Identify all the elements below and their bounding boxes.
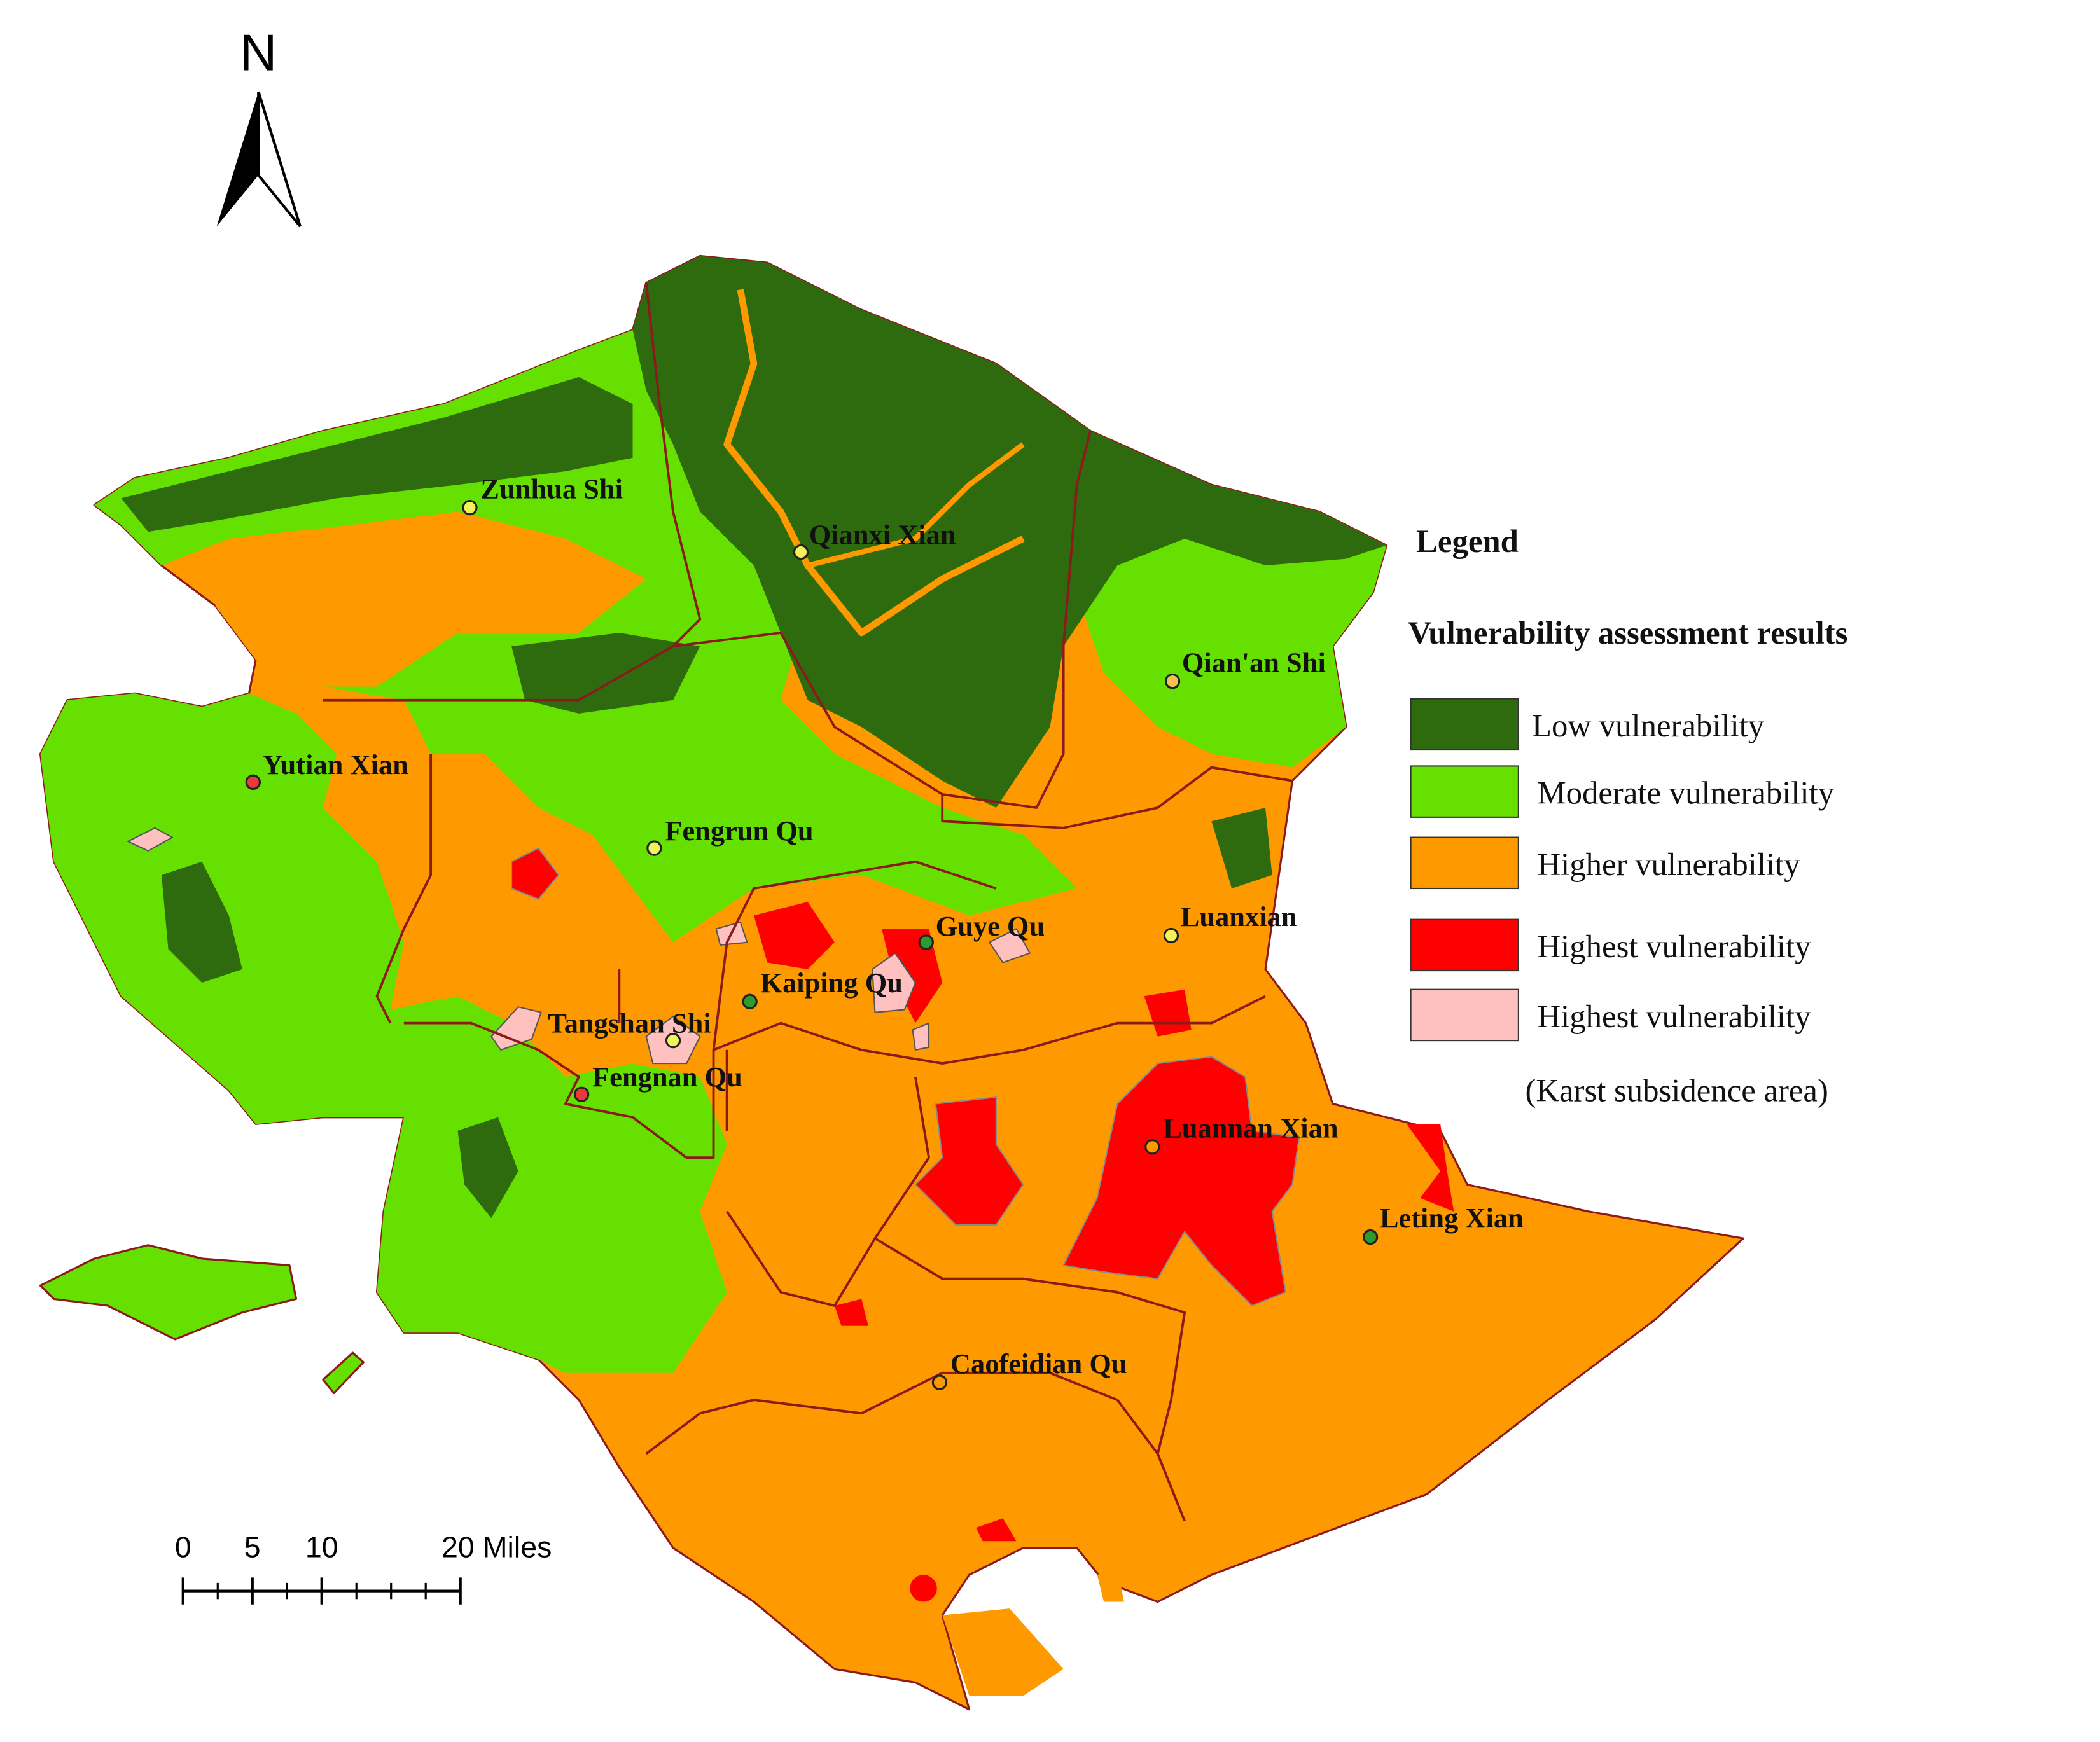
region-highest [910, 1575, 937, 1602]
scale-label: 0 [175, 1531, 191, 1564]
legend-label: Highest vulnerability [1538, 999, 1812, 1034]
place-marker [665, 1032, 681, 1049]
legend-label: Highest vulnerability [1538, 929, 1812, 964]
place-label: Qian'an Shi [1182, 646, 1326, 678]
place-label: Luannan Xian [1163, 1112, 1339, 1144]
region-highest [1407, 1124, 1454, 1212]
place-marker [1144, 1139, 1160, 1155]
legend-swatch [1410, 765, 1519, 818]
place-label: Fengnan Qu [592, 1061, 742, 1093]
place-marker [793, 544, 809, 560]
scale-minor-ticks [216, 1582, 427, 1600]
region-karst [490, 1006, 542, 1051]
scale-bar: 0 5 10 20 Miles [175, 1531, 552, 1605]
legend-label: Moderate vulnerability [1538, 775, 1835, 811]
legend-subtitle: Vulnerability assessment results [1408, 615, 1847, 651]
legend: Legend Vulnerability assessment results Lo… [1408, 523, 1847, 1108]
place-label: Tangshan Shi [548, 1007, 711, 1039]
place-marker [918, 934, 934, 950]
legend-title: Legend [1416, 523, 1519, 559]
region-karst [127, 827, 173, 852]
place-marker [742, 993, 758, 1009]
region-karst [989, 928, 1031, 964]
place-label: Fengrun Qu [665, 815, 813, 847]
legend-swatch [1410, 698, 1519, 751]
scale-label: 5 [244, 1531, 261, 1564]
region-higher [215, 511, 646, 687]
place-marker [573, 1086, 590, 1102]
region-low [1211, 808, 1272, 889]
place-marker [646, 840, 662, 856]
map-regions [39, 254, 1744, 1711]
place-label: Kaiping Qu [761, 967, 903, 999]
arrow-right [257, 91, 302, 228]
place-marker [1362, 1229, 1379, 1245]
north-arrow: N [216, 24, 302, 228]
place-marker [1163, 927, 1179, 944]
place-label: Guye Qu [936, 910, 1045, 942]
region-low [511, 632, 700, 714]
region-low [632, 256, 1387, 808]
place-label: Leting Xian [1380, 1202, 1524, 1234]
region-highest [511, 847, 560, 900]
place-label: Luanxian [1181, 901, 1297, 932]
north-label: N [240, 24, 277, 81]
island [1097, 1568, 1124, 1602]
region-karst [872, 952, 916, 1013]
region-highest [1062, 1056, 1300, 1307]
region-highest [976, 1518, 1017, 1542]
region-low [457, 1117, 518, 1219]
place-marker [245, 774, 261, 791]
river [723, 289, 1025, 637]
scale-label: 10 [305, 1531, 338, 1564]
legend-note: (Karst subsidence area) [1525, 1072, 1828, 1108]
legend-label: Higher vulnerability [1538, 847, 1801, 882]
scale-label: 20 Miles [442, 1531, 552, 1564]
island [39, 1244, 298, 1341]
region-highest [881, 929, 943, 1023]
place-marker [931, 1374, 948, 1390]
legend-swatch [1410, 836, 1519, 890]
legend-swatch [1410, 988, 1519, 1042]
region-karst [912, 1022, 930, 1051]
place-label: Caofeidian Qu [950, 1348, 1127, 1379]
place-label: Yutian Xian [263, 749, 408, 780]
region-low [121, 377, 633, 532]
region-highest [834, 1299, 868, 1326]
river [807, 442, 1025, 569]
region-low [161, 861, 242, 983]
place-labels: Zunhua Shi Qianxi Xian Qian'an Shi Yutian X… [245, 473, 1524, 1390]
legend-label: Low vulnerability [1532, 708, 1765, 743]
island [942, 1608, 1064, 1696]
place-label: Zunhua Shi [480, 473, 623, 504]
place-marker [462, 500, 478, 516]
district-boundary [323, 282, 1293, 1522]
region-highest [753, 902, 835, 969]
region-moderate [40, 693, 727, 1373]
region-highest [1144, 989, 1192, 1037]
legend-swatch [1410, 918, 1519, 972]
region-highest [914, 1096, 1024, 1226]
arrow-left [216, 92, 259, 226]
place-marker [1164, 673, 1181, 689]
island [322, 1351, 365, 1395]
place-label: Qianxi Xian [809, 518, 956, 550]
